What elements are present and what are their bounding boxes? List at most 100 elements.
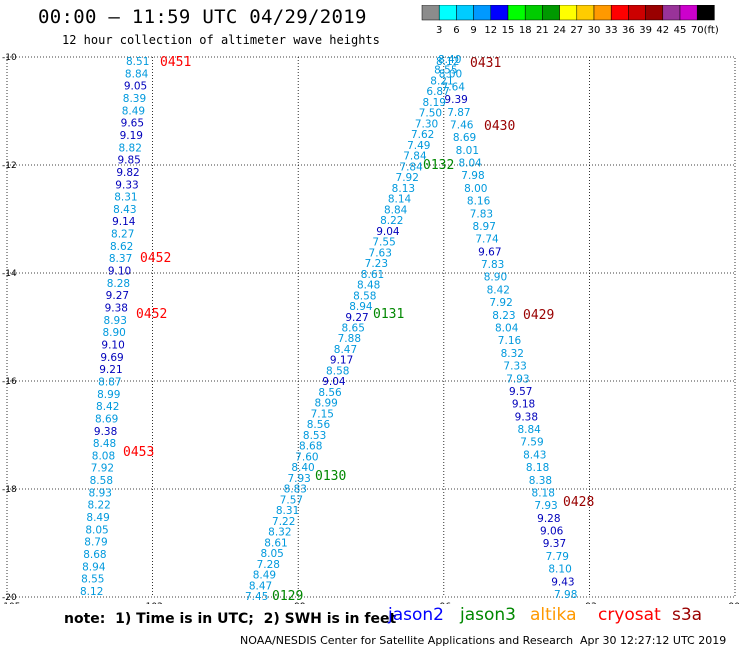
wave-height-value: 9.21 [99,364,122,376]
wave-height-value: 7.63 [369,247,392,259]
wave-height-value: 7.22 [272,516,295,528]
pass-time-label: 0452 [140,251,171,266]
pass-time-label: 0131 [373,307,404,322]
wave-height-value: 9.10 [108,266,131,278]
wave-height-value: 8.99 [314,398,337,410]
wave-height-value: 8.05 [260,548,283,560]
wave-height-value: 9.38 [515,411,538,423]
longitude-label: -96 [436,602,451,604]
wave-height-value: 8.12 [80,586,103,598]
pass-time-label: 0453 [123,445,154,460]
wave-height-value: 8.37 [109,253,132,265]
wave-height-value: 8.97 [473,221,496,233]
wave-height-value: 7.57 [280,494,303,506]
wave-height-value: 8.42 [487,284,510,296]
wave-height-value: 7.28 [257,559,280,571]
wave-height-value: 8.56 [318,387,342,399]
pass-time-label: 0452 [136,307,167,322]
wave-height-value: 8.08 [92,450,115,462]
wave-height-value: 9.28 [537,513,560,525]
wave-height-value: 7.74 [475,234,499,246]
wave-height-value: 9.69 [100,352,123,364]
pass-time-label: 0129 [272,589,303,604]
wave-height-value: 9.67 [478,246,501,258]
wave-height-value: 8.38 [529,475,552,487]
wave-height-value: 7.92 [396,172,419,184]
wave-height-value: 8.94 [349,301,373,313]
colorbar-tick-label: 39 [639,25,652,36]
wave-height-value: 8.90 [484,272,507,284]
longitude-label: -105 [0,602,20,604]
pass-time-label: 0430 [484,119,515,134]
wave-height-value: 8.01 [456,145,479,157]
colorbar-tick-label: 45 [674,25,687,36]
wave-height-value: 8.31 [114,192,137,204]
wave-height-value: 8.61 [264,537,287,549]
wave-height-value: 8.47 [249,580,272,592]
pass-time-label: 0431 [470,56,501,71]
wave-height-value: 9.04 [376,226,400,238]
wave-height-value: 8.56 [307,419,331,431]
wave-height-value: 7.59 [520,437,543,449]
wave-height-value: 7.62 [411,129,434,141]
mission-legend-jason3: jason3 [460,605,516,625]
wave-height-value: 8.18 [526,462,549,474]
wave-height-value: 8.47 [334,344,357,356]
wave-height-value: 8.51 [126,56,149,68]
wave-height-value: 8.40 [438,54,461,66]
wave-height-value: 8.13 [392,183,415,195]
colorbar-tick-label: 9 [470,25,476,36]
wave-height-value: 8.00 [464,183,487,195]
map-frame [6,56,736,598]
wave-height-value: 9.82 [116,167,139,179]
pass-time-label: 0132 [423,158,454,173]
wave-height-value: 8.61 [361,269,384,281]
wave-height-value: 7.79 [546,551,569,563]
mission-legend-jason2: jason2 [388,605,444,625]
wave-height-value: 8.00 [439,69,462,81]
footnote: note: 1) Time is in UTC; 2) SWH is in fe… [64,611,397,627]
wave-height-value: 8.04 [495,323,519,335]
wave-height-map[interactable]: -10 -12 -14 -16 -18 -20-105 -102 -99 -96 -93 -90 8.… [0,0,740,604]
wave-height-value: 7.92 [91,463,114,475]
wave-height-value: 8.90 [102,327,125,339]
page-subtitle: 12 hour collection of altimeter wave hei… [62,33,380,47]
wave-height-value: 7.45 [245,591,268,603]
wave-height-value: 7.83 [470,208,493,220]
wave-height-value: 9.38 [94,426,117,438]
wave-height-value: 8.18 [532,487,555,499]
colorbar-tick-label: 15 [502,25,515,36]
wave-height-value: 8.42 [96,401,119,413]
wave-height-value: 8.84 [125,68,149,80]
latitude-label: -12 [2,161,17,171]
wave-height-value: 8.43 [523,449,546,461]
wave-height-value: 7.23 [365,258,388,270]
wave-height-value: 7.46 [450,119,474,131]
wave-height-value: 8.43 [113,204,136,216]
wave-height-value: 8.69 [95,413,118,425]
wave-height-value: 8.49 [253,570,276,582]
wave-height-value: 8.55 [434,65,457,77]
wave-height-value: 7.84 [403,151,427,163]
wave-height-value: 7.83 [481,259,504,271]
wave-height-value: 9.33 [115,179,138,191]
wave-height-value: 8.58 [326,365,349,377]
wave-height-value: 8.58 [353,290,376,302]
colorbar-legend: 3 6 9 12 15 18 21 24 27 30 33 36 39 42 45 70 (ft) [421,5,719,36]
pass-time-label: 0429 [523,308,554,323]
wave-height-value: 8.14 [388,194,412,206]
wave-height-value: 8.22 [380,215,403,227]
colorbar-tick-label: 12 [484,25,497,36]
wave-height-value: 7.98 [461,170,484,182]
wave-height-value: 8.19 [423,97,446,109]
wave-height-value: 8.49 [86,512,109,524]
wave-height-value: 8.05 [85,524,108,536]
wave-height-value: 9.06 [540,526,564,538]
latitude-label: -10 [2,53,17,63]
wave-height-value: 7.93 [534,500,557,512]
wave-height-value: 8.58 [90,475,113,487]
wave-height-value: 8.31 [276,505,299,517]
colorbar-tick-label: 3 [436,25,442,36]
wave-height-value: 8.68 [299,441,322,453]
longitude-label: -93 [582,602,597,604]
